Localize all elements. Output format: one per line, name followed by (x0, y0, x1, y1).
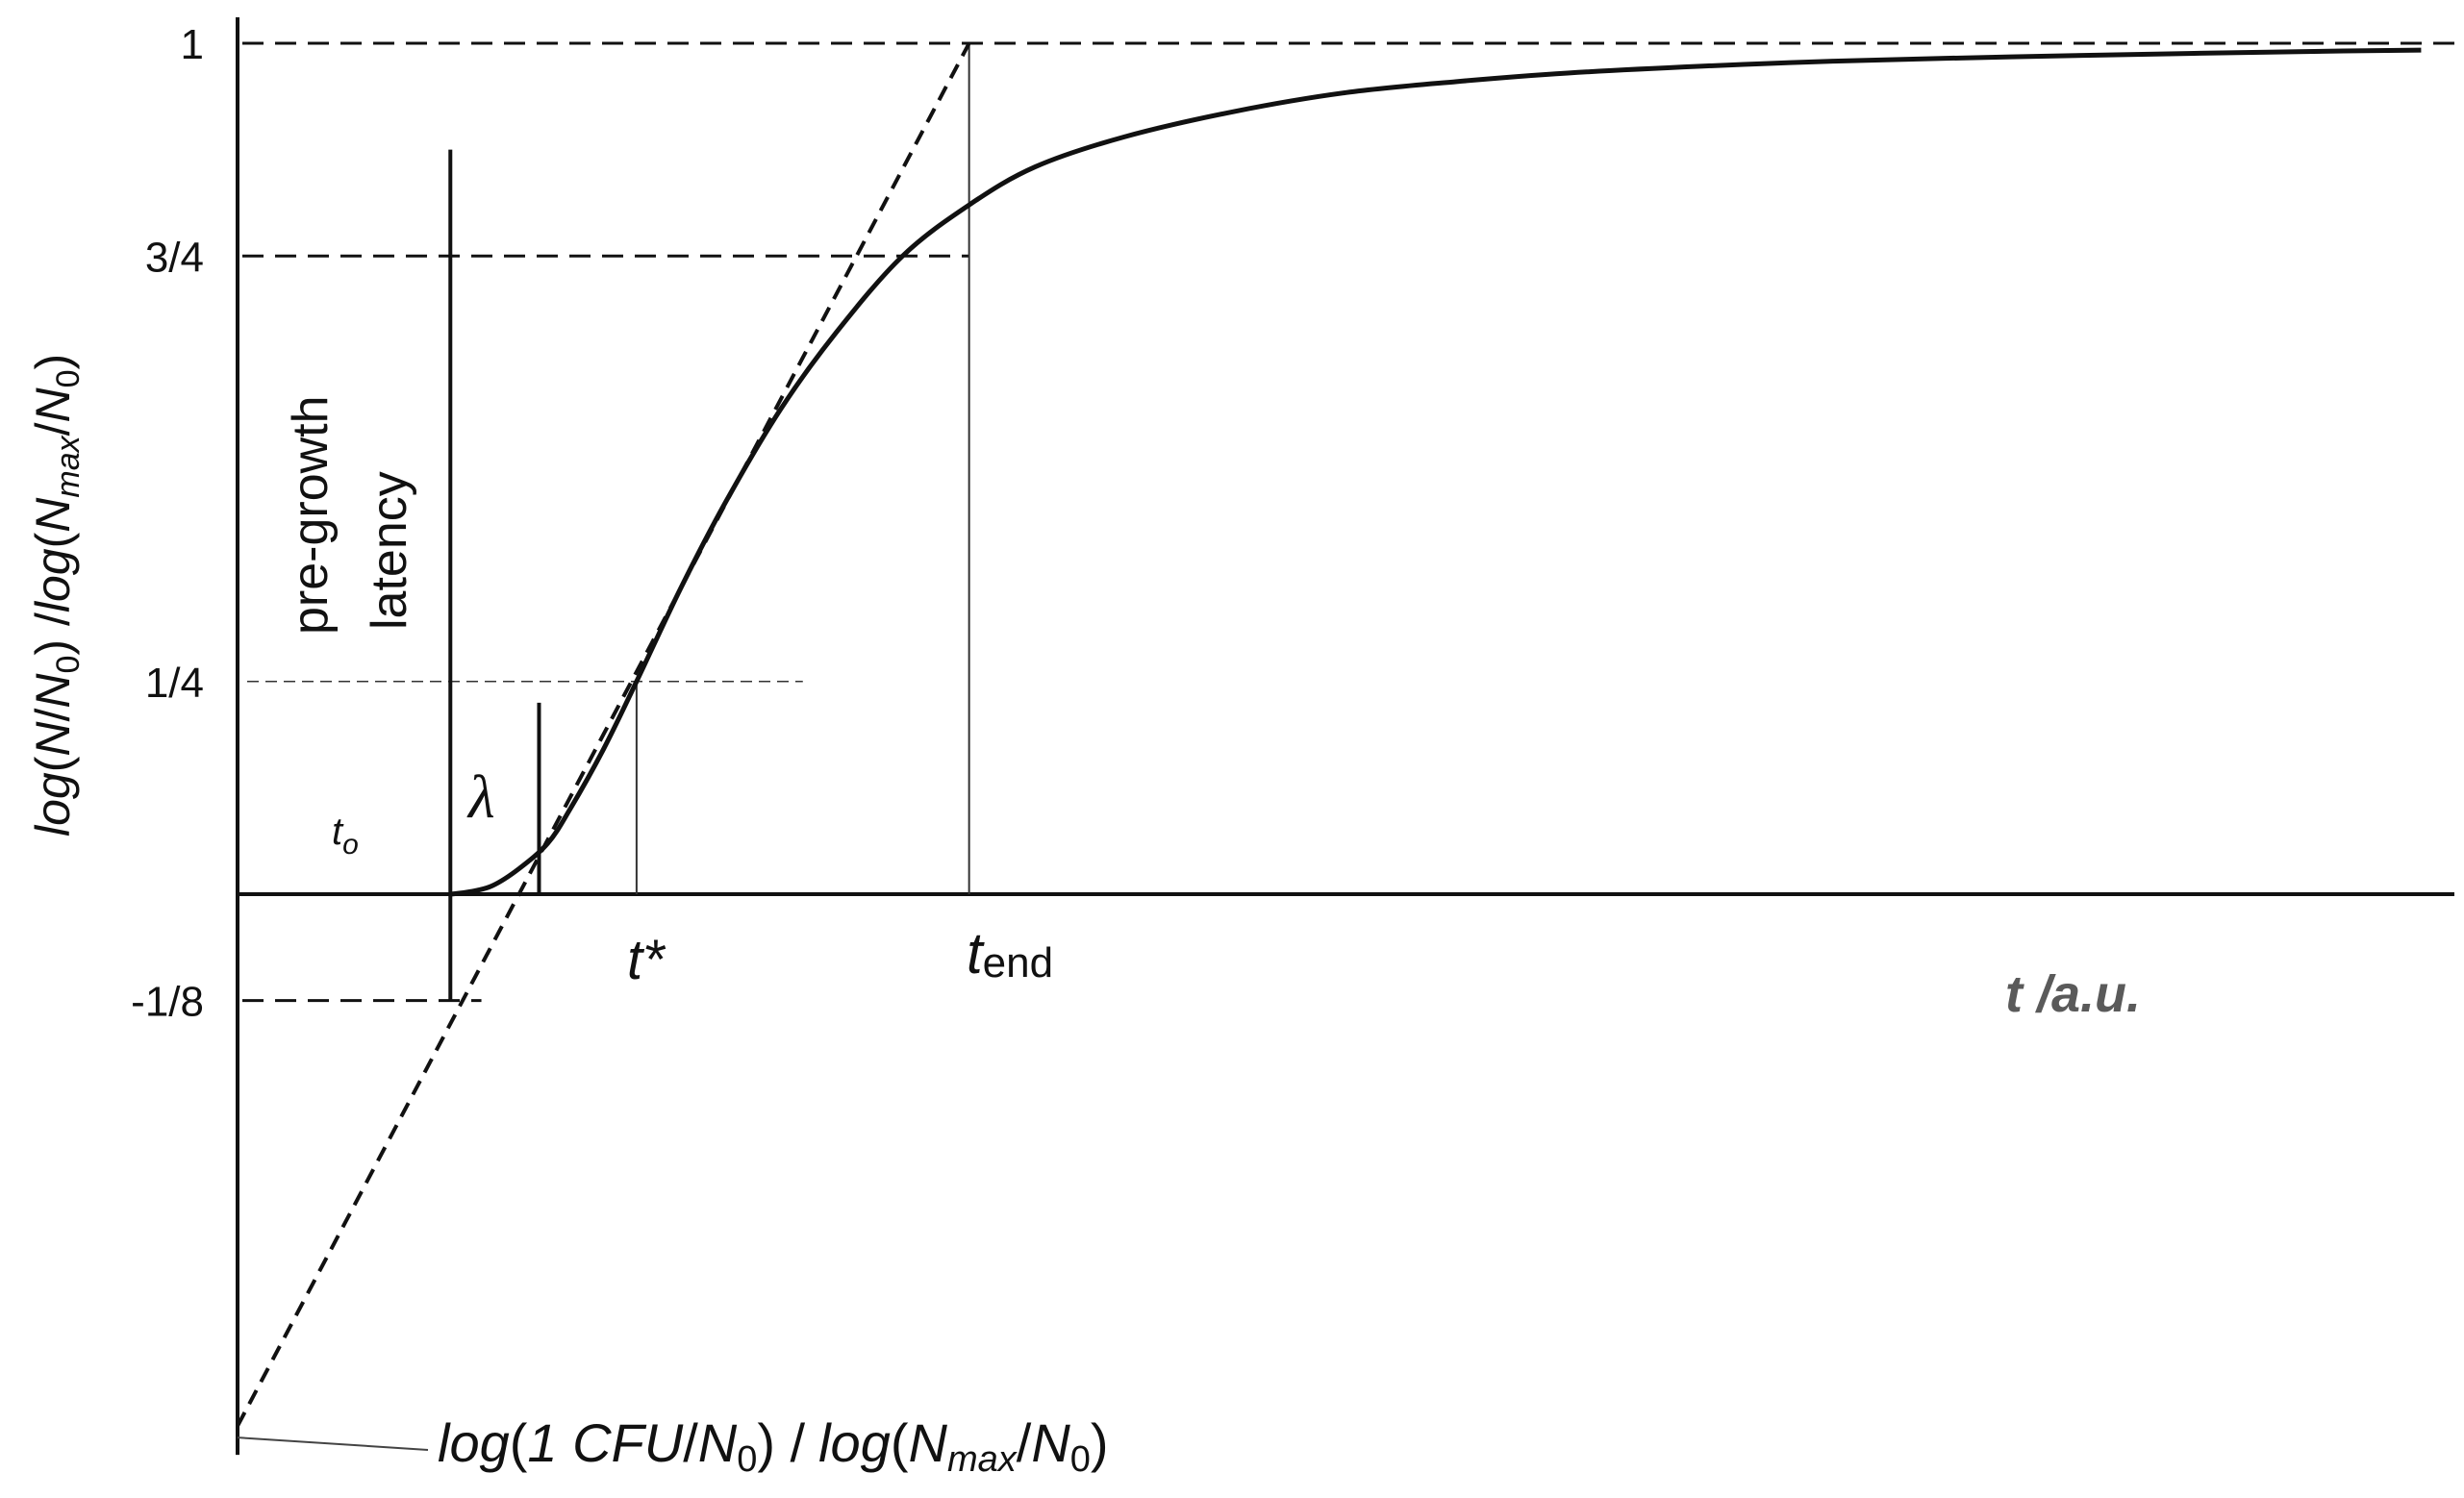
tend-main: t (967, 921, 985, 986)
intercept-slash-1: / (683, 1412, 698, 1473)
intercept-label: log(1 CFU/N0) / log(Nmax/N0) (438, 1412, 1109, 1480)
x-axis-label: t /a.u. (2005, 965, 2141, 1023)
t0-sub: o (342, 829, 359, 861)
intercept-paren-1: ( (510, 1412, 528, 1473)
t0-label: to (332, 811, 359, 861)
ylabel-nmax: N (26, 497, 80, 533)
ylabel-n0-b: N (26, 387, 80, 422)
ylabel-n0: N (26, 673, 80, 709)
ylabel-close-1: ) / (26, 612, 80, 656)
ylabel-nmax-sub: max (50, 435, 87, 497)
ylabel-close-2: ) (26, 354, 80, 370)
tend-sub: end (983, 939, 1053, 986)
tstar-label: t* (627, 929, 666, 991)
intercept-close-1: ) / (757, 1412, 805, 1473)
guide-lines (242, 41, 2454, 1003)
ylabel-n0-b-sub: 0 (50, 369, 87, 387)
intercept-leader-line (237, 1436, 429, 1451)
intercept-cfu: 1 CFU (527, 1412, 683, 1473)
tangent-line (236, 42, 971, 1428)
y-tick-label: 1 (181, 21, 204, 68)
pre-growth-label: pre-growth (283, 395, 339, 635)
ylabel-n0-sub: 0 (50, 656, 87, 674)
ylabel-slash-2: / (26, 422, 80, 436)
tend-label: tend (967, 921, 1053, 986)
intercept-n0-sub: 0 (737, 1439, 757, 1480)
ylabel-log-2: log (26, 548, 80, 612)
t0-main: t (332, 811, 344, 853)
intercept-n0-b: N (1031, 1412, 1070, 1473)
y-tick-labels: 1 3/4 1/4 -1/8 (131, 21, 204, 1026)
ylabel-log-1: log (26, 772, 80, 836)
intercept-log-1: log (438, 1412, 510, 1473)
intercept-n0-b-sub: 0 (1070, 1439, 1091, 1480)
growth-curve (449, 47, 2422, 897)
latency-label: latency (362, 471, 417, 630)
ylabel-paren-1: ( (26, 756, 80, 772)
intercept-close-2: ) (1091, 1412, 1109, 1473)
y-tick-label: 1/4 (145, 660, 204, 707)
ylabel-slash-1: / (26, 709, 80, 722)
intercept-nmax: N (909, 1412, 948, 1473)
ylabel-n: N (26, 721, 80, 757)
intercept-nmax-sub: max (947, 1439, 1018, 1480)
intercept-paren-2: ( (891, 1412, 909, 1473)
intercept-n0: N (698, 1412, 738, 1473)
lambda-label: λ (466, 762, 495, 831)
intercept-slash-2: / (1017, 1412, 1032, 1473)
y-tick-label: 3/4 (145, 234, 204, 281)
y-axis-label: log(N/N0) /log(Nmax/N0) (26, 354, 87, 836)
y-tick-label: -1/8 (131, 979, 204, 1026)
intercept-log-2: log (818, 1412, 891, 1473)
ylabel-paren-2: ( (26, 532, 80, 548)
